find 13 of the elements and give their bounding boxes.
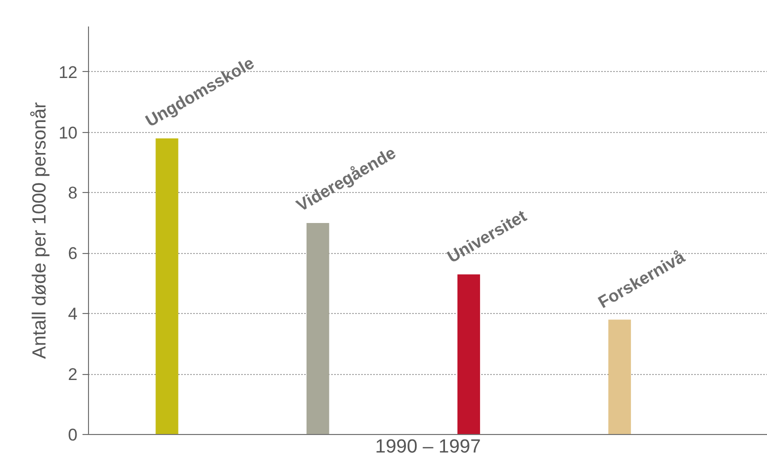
y-tick-label: 0 [68, 426, 78, 444]
bar [608, 320, 631, 434]
y-tick-label: 8 [68, 184, 78, 203]
y-tick-label: 2 [68, 365, 78, 384]
bar [306, 222, 330, 434]
y-tick-label: 10 [58, 123, 78, 142]
bar [156, 138, 178, 434]
y-tick-label: 4 [68, 304, 78, 324]
y-tick-label: 6 [68, 244, 78, 264]
y-axis-title: Antall døde per 1000 personår [30, 101, 51, 359]
bar [457, 274, 480, 434]
x-axis-title: 1990 – 1997 [375, 436, 481, 458]
y-tick-label: 12 [58, 62, 78, 82]
